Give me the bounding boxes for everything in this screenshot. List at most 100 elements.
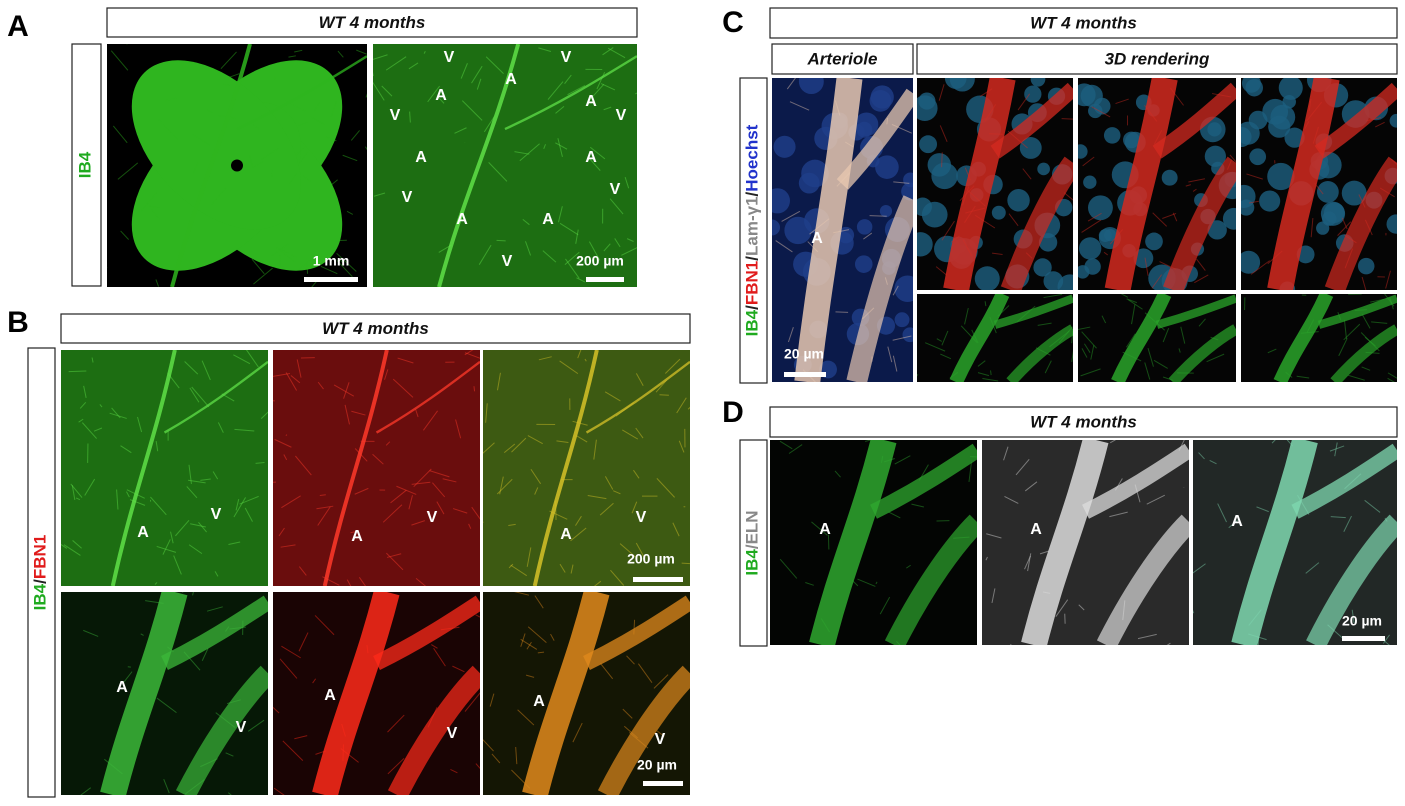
nucleus — [1019, 137, 1042, 159]
texture — [350, 530, 357, 534]
texture — [575, 435, 588, 443]
nucleus — [1078, 265, 1090, 279]
texture — [385, 441, 391, 446]
texture — [252, 124, 260, 130]
texture — [779, 440, 793, 450]
texture — [290, 375, 301, 384]
side-box — [27, 347, 56, 798]
texture — [537, 651, 545, 654]
side-label-part: /ELN — [743, 510, 762, 549]
texture — [1055, 599, 1069, 617]
texture — [1192, 188, 1197, 192]
texture — [109, 412, 127, 419]
vessel — [1330, 324, 1397, 382]
texture — [1364, 499, 1381, 513]
texture — [351, 410, 366, 416]
micrograph — [61, 350, 268, 586]
optic-disc — [231, 159, 243, 172]
texture — [1248, 200, 1259, 204]
side-label: IB4 — [76, 151, 95, 178]
vessel-label: A — [456, 211, 468, 228]
texture — [587, 83, 605, 103]
nucleus — [879, 204, 893, 218]
texture — [570, 564, 574, 574]
texture — [526, 641, 532, 650]
vessel-label: A — [137, 524, 149, 541]
texture — [156, 697, 177, 714]
nucleus — [1259, 190, 1281, 212]
scale-bar-label: 20 µm — [1342, 613, 1382, 629]
texture — [154, 582, 158, 585]
vessel — [1111, 294, 1172, 382]
texture — [432, 482, 446, 498]
texture — [413, 468, 432, 488]
texture — [137, 416, 143, 433]
texture — [140, 192, 158, 212]
texture — [223, 83, 230, 86]
nucleus — [1078, 237, 1102, 260]
texture — [217, 422, 224, 433]
texture — [1128, 299, 1143, 310]
micrograph — [1078, 294, 1236, 382]
micrograph — [61, 592, 268, 795]
texture — [1083, 343, 1091, 353]
texture — [635, 427, 644, 439]
texture — [1337, 221, 1352, 236]
texture — [612, 490, 621, 495]
texture — [557, 138, 563, 158]
texture — [384, 369, 389, 380]
vessel — [1104, 78, 1178, 290]
texture — [285, 372, 298, 391]
vessel — [437, 44, 521, 287]
texture — [471, 506, 480, 520]
texture — [150, 496, 167, 516]
texture — [1017, 93, 1031, 111]
texture — [116, 489, 119, 510]
texture — [672, 522, 680, 537]
texture — [1063, 192, 1073, 201]
texture — [1194, 274, 1209, 284]
texture — [68, 370, 87, 373]
vessel — [870, 443, 977, 519]
texture — [990, 370, 992, 376]
texture — [156, 545, 177, 553]
vessel — [387, 665, 480, 795]
texture — [991, 588, 996, 604]
texture — [567, 85, 586, 96]
texture — [1044, 360, 1052, 374]
micrograph — [1078, 78, 1236, 290]
side-label-part: IB4 — [743, 549, 762, 576]
vessel — [373, 595, 480, 671]
nucleus — [875, 155, 899, 179]
vessel — [312, 592, 400, 795]
nucleus — [1278, 78, 1303, 100]
micrograph — [273, 350, 480, 586]
texture — [422, 410, 438, 431]
texture — [181, 592, 184, 593]
texture — [273, 787, 285, 795]
header-box — [60, 313, 691, 344]
texture — [279, 255, 281, 269]
texture — [255, 461, 265, 464]
vessel — [1267, 78, 1340, 290]
scale-bar — [304, 277, 358, 282]
texture — [427, 85, 441, 103]
texture — [358, 577, 367, 586]
scale-bar — [643, 781, 683, 786]
texture — [653, 674, 669, 689]
texture — [534, 487, 539, 495]
texture — [365, 146, 367, 151]
texture — [1080, 368, 1101, 377]
texture — [317, 506, 331, 526]
texture — [1209, 460, 1217, 465]
texture — [1343, 515, 1352, 532]
texture — [282, 740, 304, 761]
vessel-label: A — [1030, 521, 1042, 538]
texture — [70, 483, 83, 498]
nucleus — [1207, 220, 1227, 240]
nucleus — [1083, 175, 1097, 189]
vessel-label: V — [444, 49, 455, 66]
texture — [155, 441, 159, 452]
texture — [1003, 446, 1009, 461]
